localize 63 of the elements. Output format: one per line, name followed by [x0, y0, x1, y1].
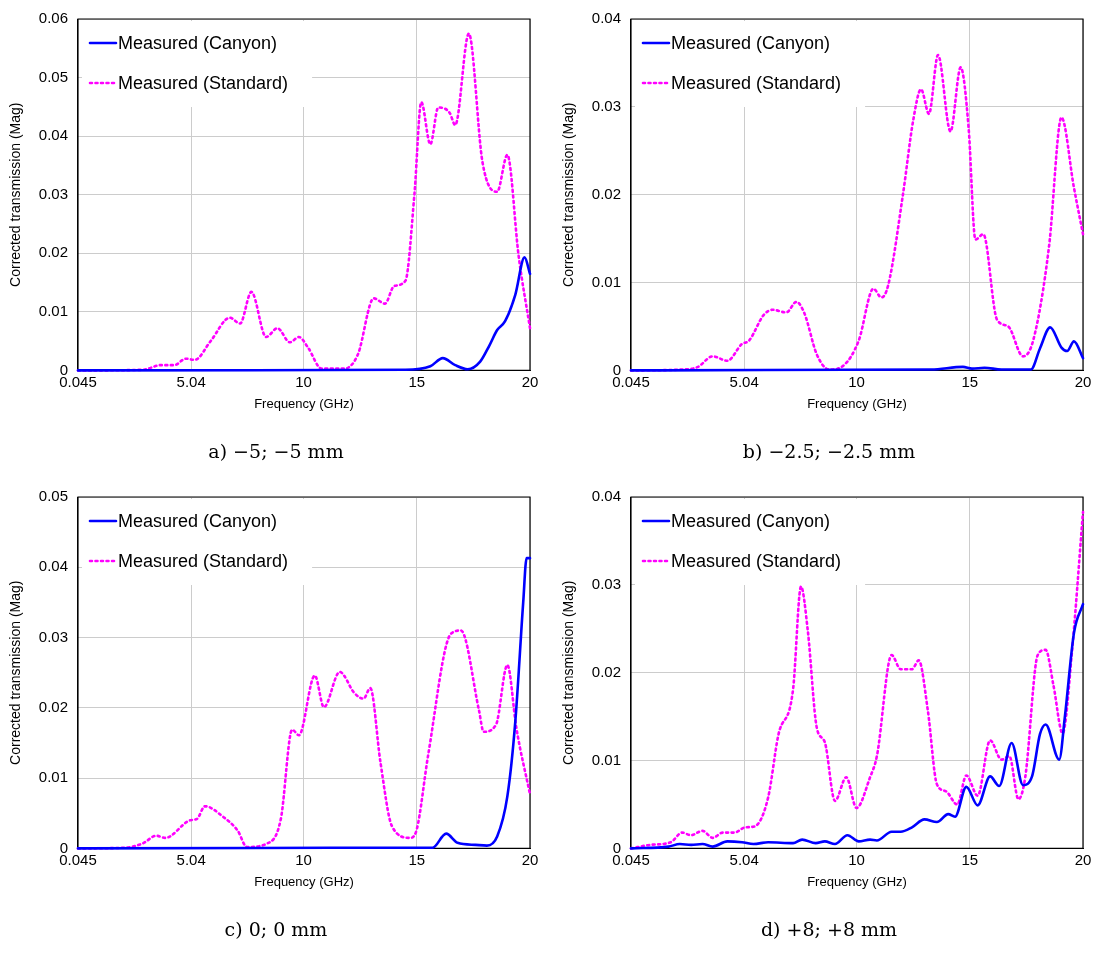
- text: d) +8; +8 mm: [759, 918, 899, 940]
- y-tick-label: 0.04: [38, 557, 68, 575]
- y-tick-label: 0.01: [38, 768, 68, 786]
- y-tick-label: 0.05: [38, 487, 68, 505]
- y-axis-title: Corrected transmission (Mag): [7, 102, 24, 287]
- x-axis-title: Frequency (GHz): [254, 873, 354, 889]
- x-tick-label: 5.04: [176, 850, 206, 868]
- x-axis-title: Frequency (GHz): [807, 873, 907, 889]
- line-series: [76, 256, 532, 372]
- legend-label: Measured (Canyon): [670, 32, 831, 53]
- y-tick-label: 0: [59, 838, 68, 856]
- x-axis-title: Frequency (GHz): [254, 395, 354, 411]
- legend-label: Measured (Canyon): [670, 510, 831, 531]
- line-series: [76, 556, 532, 850]
- legend-label: Measured (Standard): [670, 72, 842, 93]
- x-tick-label: 20: [1074, 850, 1092, 868]
- y-tick-label: 0.01: [38, 301, 68, 319]
- y-tick-label: 0.01: [591, 272, 621, 290]
- line-series: [629, 602, 1085, 850]
- x-tick-label: 10: [848, 850, 865, 868]
- y-tick-label: 0: [612, 360, 621, 378]
- line-series: [629, 326, 1085, 372]
- text: b) −2.5; −2.5 mm: [741, 440, 917, 462]
- x-tick-label: 20: [1074, 372, 1092, 390]
- y-tick-label: 0.02: [591, 184, 621, 202]
- y-axis-title: Corrected transmission (Mag): [560, 580, 577, 765]
- legend-label: Measured (Standard): [670, 550, 842, 571]
- x-tick-label: 5.04: [176, 372, 206, 390]
- y-tick-label: 0.03: [38, 627, 68, 645]
- y-tick-label: 0: [59, 360, 68, 378]
- y-tick-label: 0.03: [38, 184, 68, 202]
- text: c) 0; 0 mm: [223, 918, 329, 940]
- x-tick-label: 20: [521, 850, 539, 868]
- x-tick-label: 15: [408, 372, 426, 390]
- y-tick-label: 0.06: [38, 9, 68, 27]
- x-tick-label: 10: [848, 372, 865, 390]
- y-tick-label: 0.02: [591, 662, 621, 680]
- y-axis-title: Corrected transmission (Mag): [7, 580, 24, 765]
- legend-label: Measured (Canyon): [117, 32, 278, 53]
- y-tick-label: 0.02: [38, 697, 68, 715]
- y-tick-label: 0.03: [591, 574, 621, 592]
- text: a) −5; −5 mm: [207, 440, 345, 462]
- y-axis-title: Corrected transmission (Mag): [560, 102, 577, 287]
- legend-label: Measured (Standard): [117, 72, 289, 93]
- x-axis-title: Frequency (GHz): [807, 395, 907, 411]
- y-tick-label: 0: [612, 838, 621, 856]
- x-tick-label: 15: [961, 850, 979, 868]
- y-tick-label: 0.04: [38, 126, 68, 144]
- x-tick-label: 10: [295, 372, 312, 390]
- x-tick-label: 5.04: [729, 850, 759, 868]
- x-tick-label: 20: [521, 372, 539, 390]
- x-tick-label: 10: [295, 850, 312, 868]
- y-tick-label: 0.02: [38, 243, 68, 261]
- y-tick-label: 0.05: [38, 67, 68, 85]
- legend-label: Measured (Standard): [117, 550, 289, 571]
- x-tick-label: 15: [408, 850, 426, 868]
- x-tick-label: 15: [961, 372, 979, 390]
- legend-label: Measured (Canyon): [117, 510, 278, 531]
- x-tick-label: 5.04: [729, 372, 759, 390]
- y-tick-label: 0.01: [591, 750, 621, 768]
- y-tick-label: 0.04: [591, 9, 621, 27]
- y-tick-label: 0.04: [591, 487, 621, 505]
- y-tick-label: 0.03: [591, 96, 621, 114]
